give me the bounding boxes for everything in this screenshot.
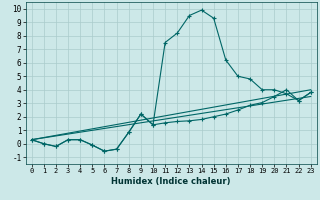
X-axis label: Humidex (Indice chaleur): Humidex (Indice chaleur): [111, 177, 231, 186]
